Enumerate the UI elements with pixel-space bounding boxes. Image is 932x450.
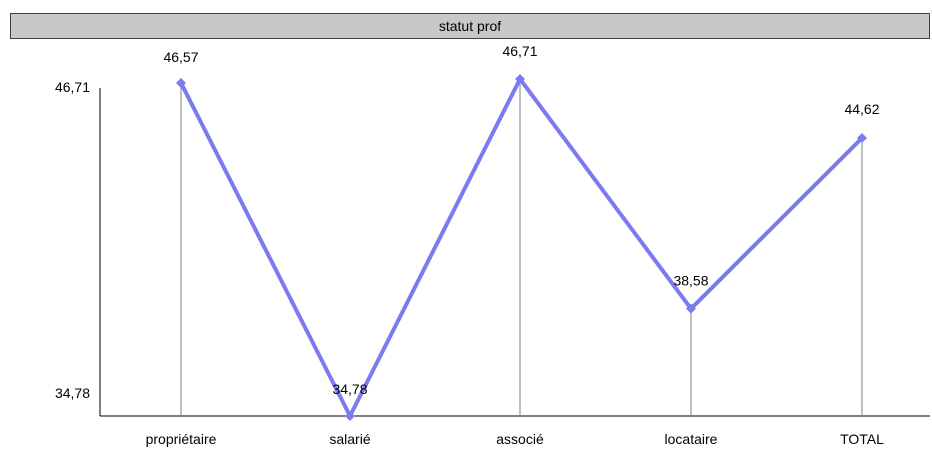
chart-title: statut prof (10, 13, 930, 39)
x-tick-label: propriétaire (146, 431, 217, 447)
x-tick-label: associé (496, 431, 544, 447)
y-tick-label: 46,71 (55, 79, 90, 95)
y-tick-label: 34,78 (55, 385, 90, 401)
x-tick-label: locataire (665, 431, 718, 447)
series-line (179, 77, 864, 418)
point-group (176, 74, 867, 421)
x-tick-label-group: propriétaire salarié associé locataire TOTAL (146, 431, 885, 447)
value-label: 34,78 (332, 381, 367, 397)
data-point (176, 77, 186, 88)
data-point (345, 411, 355, 421)
y-tick-group: 46,71 34,78 (55, 79, 90, 401)
value-label: 46,57 (163, 49, 198, 65)
value-label: 38,58 (673, 273, 708, 289)
value-label-group: 46,57 34,78 46,71 38,58 44,62 (163, 43, 879, 397)
value-label: 44,62 (844, 101, 879, 117)
x-tick-label: TOTAL (840, 431, 884, 447)
drop-line-group (180, 79, 863, 416)
value-label: 46,71 (502, 43, 537, 59)
data-point (515, 74, 525, 84)
data-point (857, 133, 867, 144)
x-tick-label: salarié (329, 431, 370, 447)
data-point (686, 303, 696, 314)
